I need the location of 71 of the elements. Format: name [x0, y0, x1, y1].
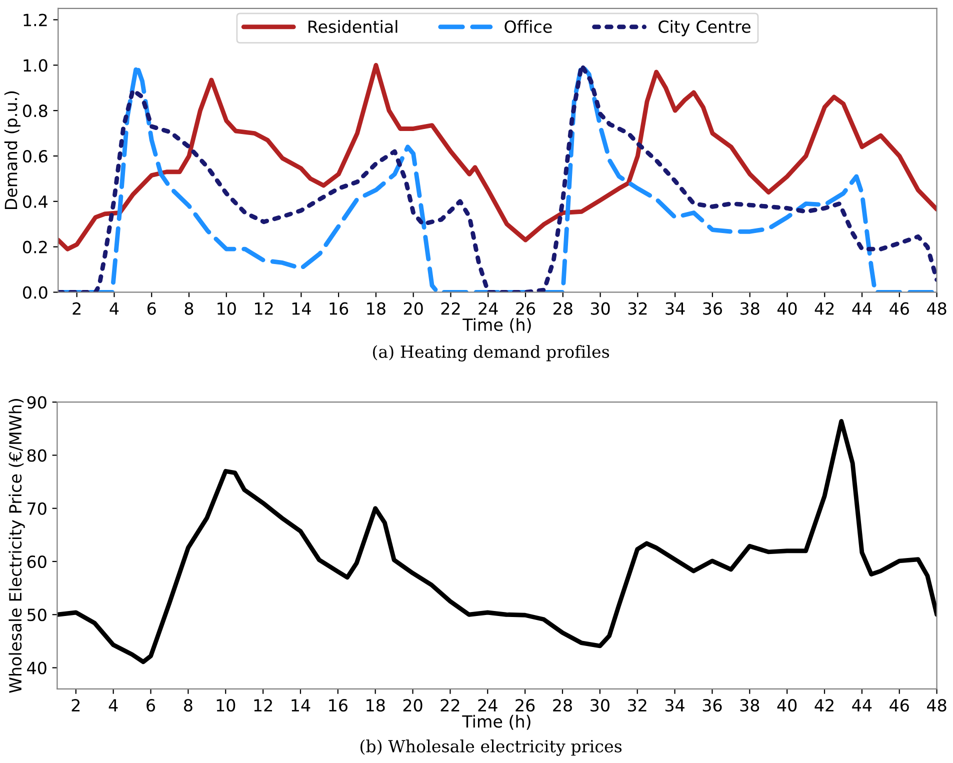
- y-tick-label: 0.2: [23, 240, 47, 254]
- x-tick-label: 22: [440, 699, 460, 712]
- x-tick-label: 48: [927, 302, 946, 315]
- x-tick-label: 40: [777, 699, 797, 712]
- x-tick-label: 8: [184, 699, 192, 712]
- x-tick-label: 16: [330, 302, 348, 315]
- x-tick-label: 4: [108, 699, 118, 712]
- x-tick-label: 2: [72, 302, 80, 315]
- x-tick-label: 36: [702, 699, 722, 712]
- x-tick-label: 32: [628, 302, 647, 315]
- y-axis-title: Wholesale Electricity Price (€/MWh): [8, 399, 25, 693]
- x-tick-label: 34: [665, 699, 684, 712]
- x-tick-label: 46: [890, 302, 909, 315]
- y-tick-label: 80: [27, 449, 46, 462]
- y-tick-label: 0.6: [23, 150, 48, 163]
- x-tick-label: 8: [184, 302, 194, 315]
- y-tick-label: 0.8: [23, 104, 48, 118]
- y-axis-title: Demand (p.u.): [4, 91, 21, 210]
- y-tick-label: 0.4: [23, 195, 48, 208]
- line-series: [58, 62, 937, 252]
- y-tick-label: 50: [28, 608, 46, 622]
- x-tick-label: 22: [441, 302, 460, 315]
- x-tick-label: 6: [146, 699, 156, 712]
- x-tick-label: 42: [814, 699, 834, 712]
- x-tick-label: 24: [478, 699, 498, 712]
- y-tick-label: 0.0: [23, 286, 48, 299]
- x-tick-label: 12: [254, 699, 272, 712]
- legend-label: Office: [504, 20, 552, 33]
- x-axis-title: Time (h): [462, 318, 531, 333]
- x-tick-label: 12: [255, 302, 273, 315]
- x-tick-label: 18: [367, 302, 386, 315]
- x-tick-label: 2: [72, 699, 80, 712]
- x-tick-label: 18: [366, 699, 385, 712]
- x-tick-label: 28: [553, 699, 572, 712]
- x-tick-label: 34: [666, 302, 685, 315]
- x-tick-label: 26: [516, 302, 536, 315]
- x-tick-label: 40: [777, 302, 797, 315]
- x-tick-label: 48: [927, 699, 946, 712]
- x-axis-title: Time (h): [462, 714, 530, 730]
- x-tick-label: 10: [218, 302, 236, 315]
- x-tick-label: 38: [740, 302, 760, 315]
- y-tick-label: 90: [27, 396, 46, 409]
- x-tick-label: 14: [292, 699, 310, 712]
- x-tick-label: 10: [216, 699, 236, 712]
- x-tick-label: 44: [852, 302, 872, 315]
- y-tick-label: 70: [28, 502, 46, 515]
- x-tick-label: 14: [292, 302, 311, 315]
- y-tick-label: 1.2: [24, 14, 47, 26]
- x-tick-label: 24: [478, 302, 498, 315]
- x-tick-label: 30: [590, 302, 610, 315]
- x-tick-label: 30: [590, 699, 610, 712]
- x-tick-label: 20: [404, 302, 423, 315]
- x-tick-label: 16: [329, 699, 348, 712]
- x-tick-label: 46: [890, 699, 909, 712]
- x-tick-label: 6: [147, 302, 156, 315]
- x-tick-label: 44: [852, 699, 872, 712]
- x-tick-label: 38: [740, 699, 760, 712]
- x-tick-label: 36: [703, 302, 722, 315]
- x-tick-label: 28: [554, 302, 572, 315]
- legend-label: City Centre: [658, 20, 750, 36]
- x-tick-label: 26: [516, 699, 535, 712]
- x-tick-label: 20: [403, 699, 422, 712]
- x-tick-label: 42: [814, 302, 834, 315]
- y-tick-label: 40: [27, 662, 46, 674]
- text: (b) Wholesale electricity prices: [360, 740, 622, 756]
- text: (a) Heating demand profiles: [373, 345, 610, 362]
- x-tick-label: 32: [628, 699, 646, 712]
- legend-label: Residential: [308, 20, 398, 33]
- x-tick-label: 4: [110, 302, 119, 315]
- y-tick-label: 60: [27, 555, 46, 568]
- y-tick-label: 1.0: [24, 59, 48, 72]
